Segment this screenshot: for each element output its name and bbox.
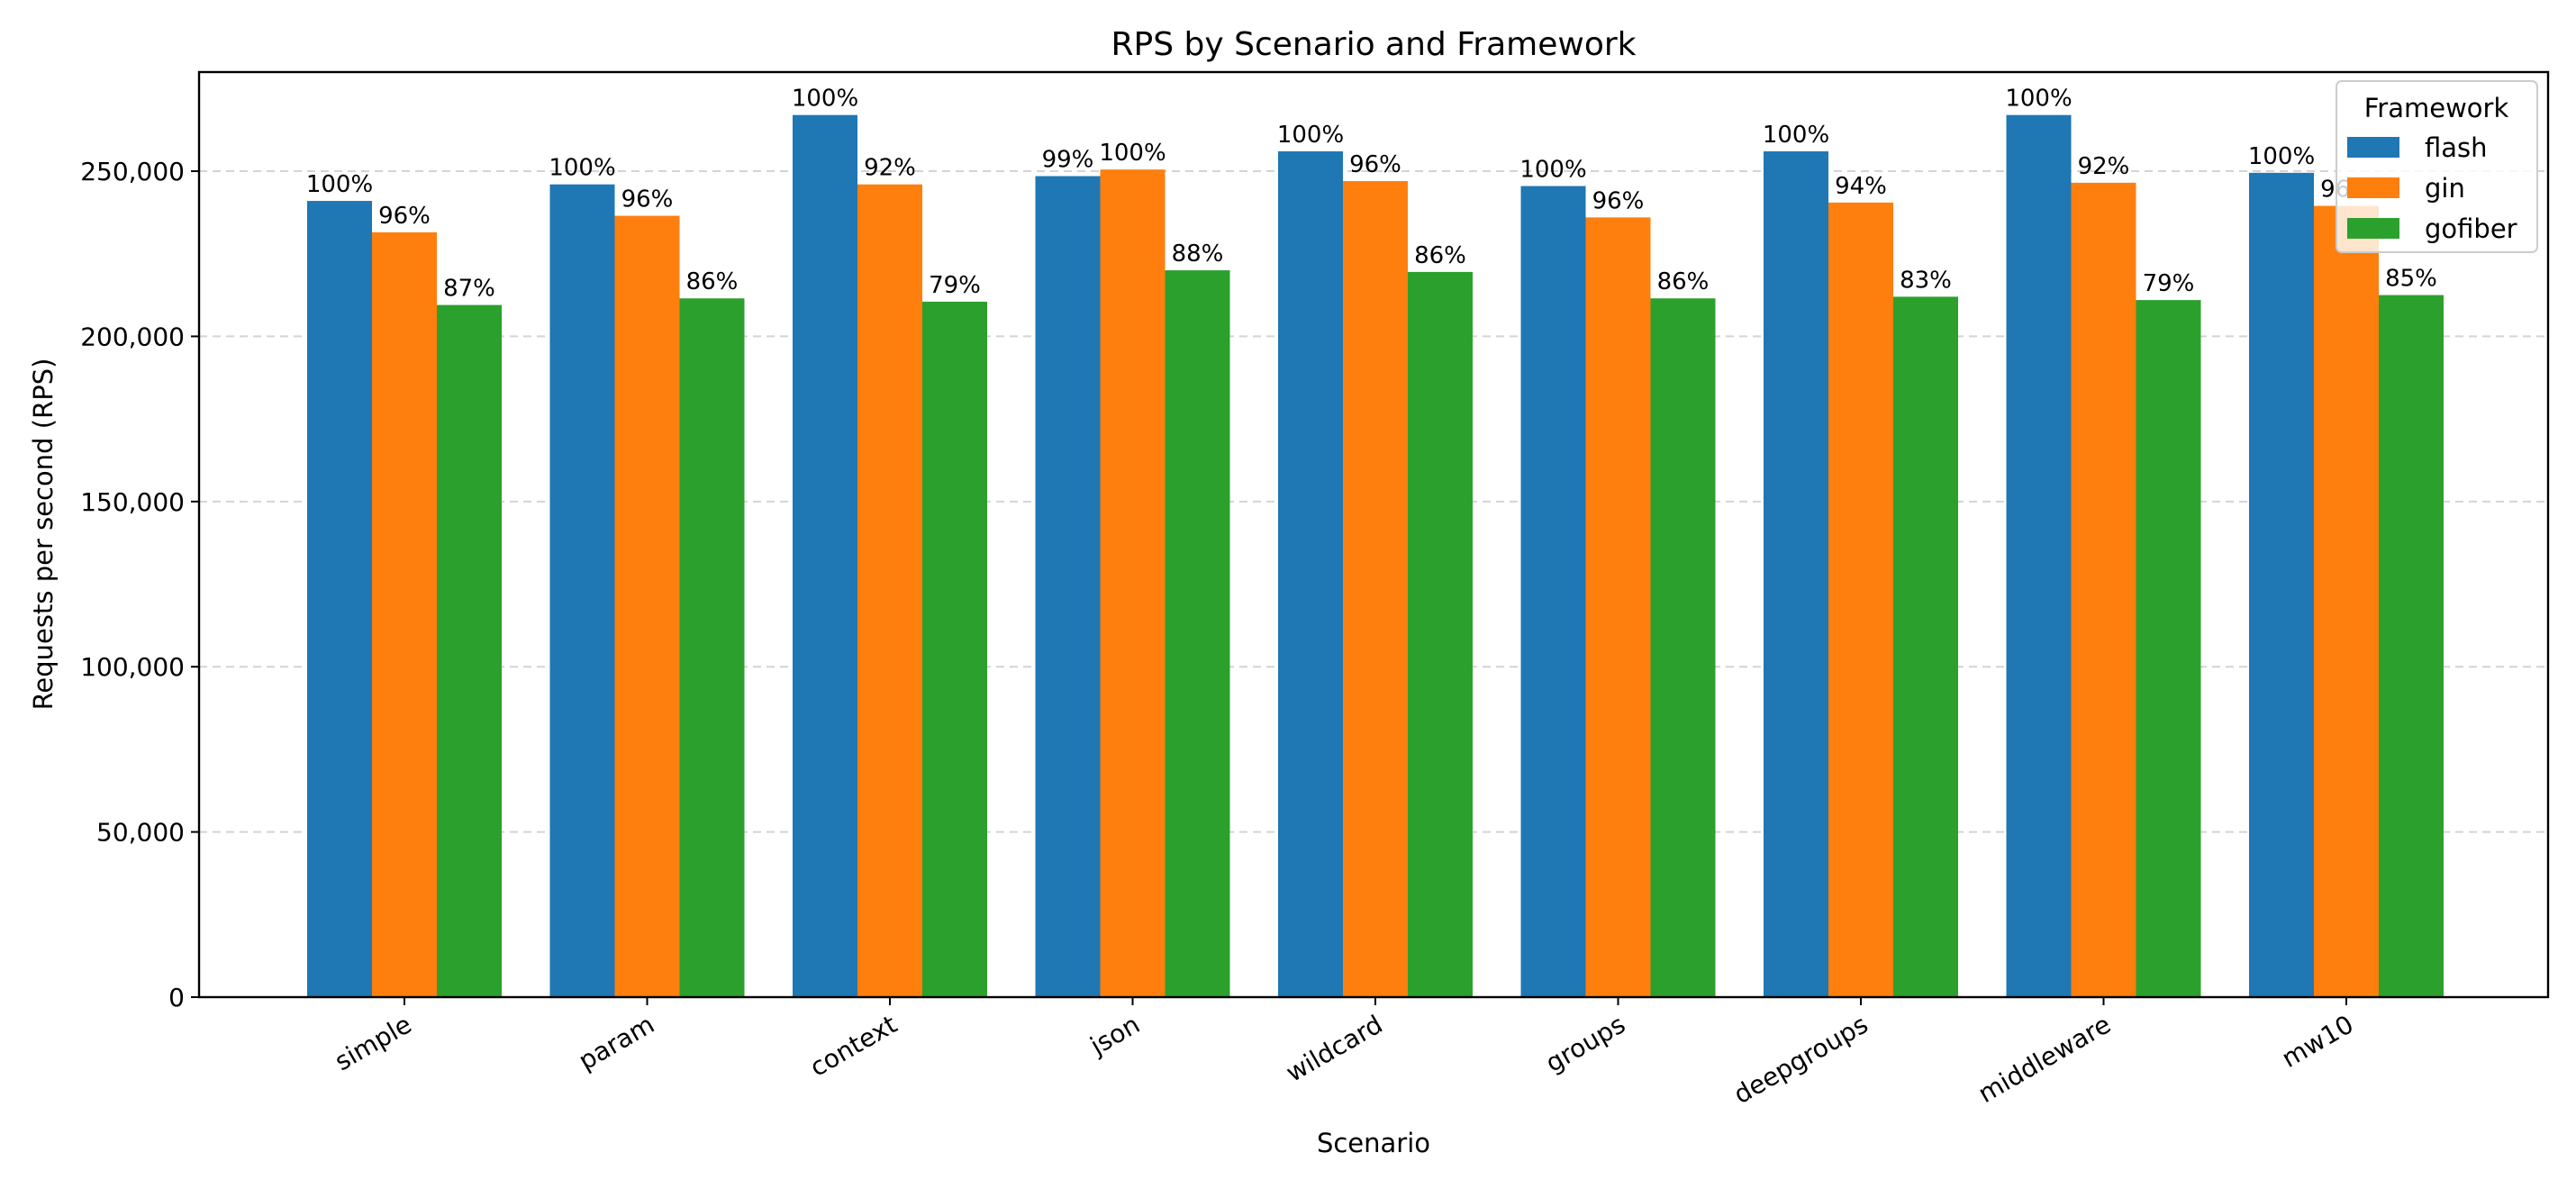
y-tick-label: 150,000 (80, 487, 185, 517)
data-label-gin-groups: 96% (1592, 187, 1645, 214)
y-tick-label: 100,000 (80, 652, 185, 682)
bar-gin-wildcard (1343, 181, 1408, 997)
legend-label-gofiber: gofiber (2425, 213, 2517, 244)
data-label-flash-wildcard: 100% (1277, 122, 1344, 149)
legend-label-gin: gin (2425, 173, 2465, 204)
data-label-flash-param: 100% (549, 155, 615, 182)
bar-gin-groups (1585, 217, 1651, 997)
data-label-flash-mw10: 100% (2248, 143, 2315, 170)
bar-gofiber-param (679, 298, 745, 998)
x-tick-label-mw10: mw10 (2277, 1009, 2359, 1073)
bar-flash-mw10 (2249, 172, 2314, 998)
bar-gin-simple (372, 231, 437, 997)
bar-gofiber-json (1165, 270, 1230, 998)
data-label-flash-groups: 100% (1519, 157, 1586, 184)
data-label-gofiber-groups: 86% (1657, 268, 1710, 295)
bar-gin-param (614, 215, 680, 998)
x-tick-label-json: json (1084, 1009, 1145, 1061)
x-tick-label-context: context (805, 1009, 903, 1082)
legend-swatch-gofiber (2347, 218, 2399, 239)
data-label-gofiber-middleware: 79% (2143, 270, 2195, 297)
bar-flash-deepgroups (1764, 151, 1828, 997)
x-tick-label-deepgroups: deepgroups (1728, 1009, 1873, 1110)
bar-flash-middleware (2006, 114, 2072, 998)
bar-gofiber-context (922, 301, 987, 997)
legend-swatch-flash (2347, 137, 2399, 158)
bar-gofiber-mw10 (2379, 295, 2444, 998)
y-tick-label: 0 (168, 983, 185, 1012)
y-axis-label: Requests per second (RPS) (28, 359, 59, 711)
data-labels: 100%96%87%100%96%86%100%92%79%99% 100%88%… (306, 86, 2437, 303)
legend-title: Framework (2364, 93, 2509, 123)
bar-flash-groups (1520, 186, 1586, 997)
bar-flash-json (1035, 176, 1101, 998)
y-axis: 0 50,000 100,000 150,000 200,000 250,000 (80, 157, 199, 1012)
bar-gofiber-groups (1650, 298, 1716, 998)
chart-title: RPS by Scenario and Framework (1111, 26, 1636, 63)
x-tick-label-param: param (574, 1009, 659, 1076)
data-label-gin-middleware: 92% (2078, 153, 2130, 180)
x-tick-label-simple: simple (330, 1009, 417, 1076)
y-tick-label: 250,000 (80, 157, 185, 186)
data-label-gofiber-mw10: 85% (2385, 266, 2437, 293)
legend-label-flash: flash (2425, 132, 2488, 163)
data-label-gofiber-deepgroups: 83% (1900, 267, 1952, 294)
data-label-gin-param: 96% (621, 186, 674, 213)
bar-flash-wildcard (1278, 151, 1343, 997)
x-tick-label-wildcard: wildcard (1281, 1009, 1387, 1087)
plot-frame (197, 70, 2550, 999)
data-label-flash-middleware: 100% (2005, 86, 2072, 113)
bar-gin-deepgroups (1828, 202, 1893, 997)
data-label-flash-deepgroups: 100% (1763, 122, 1829, 149)
legend-swatch-gin (2347, 177, 2399, 198)
bar-flash-param (549, 184, 615, 997)
bar-gin-middleware (2071, 182, 2136, 997)
x-tick-label-groups: groups (1540, 1009, 1630, 1078)
x-tick-label-middleware: middleware (1973, 1009, 2116, 1108)
bar-gin-context (857, 184, 922, 997)
legend: Framework flash gin gofiber (2336, 80, 2538, 253)
data-label-flash-simple: 100% (306, 171, 373, 198)
y-tick-label: 200,000 (80, 322, 185, 351)
bar-gofiber-wildcard (1408, 271, 1473, 997)
bars (307, 114, 2444, 998)
x-axis-label: Scenario (1317, 1128, 1430, 1158)
data-label-gofiber-simple: 87% (443, 276, 495, 303)
data-label-gin-deepgroups: 94% (1835, 173, 1887, 200)
data-label-gofiber-param: 86% (686, 268, 739, 295)
legend-box (2336, 80, 2538, 253)
bar-gofiber-middleware (2136, 300, 2201, 997)
bar-gofiber-simple (437, 304, 502, 997)
data-label-gin-json: 100% (1099, 140, 1166, 167)
bar-gin-mw10 (2314, 205, 2379, 997)
x-axis: simple param context json wildcard groups deep… (330, 997, 2359, 1110)
data-label-gofiber-wildcard: 86% (1414, 242, 1466, 269)
bar-gin-json (1100, 169, 1166, 997)
data-label-gofiber-context: 79% (929, 272, 981, 299)
data-label-gin-wildcard: 96% (1349, 151, 1401, 178)
data-label-flash-context: 100% (792, 86, 858, 113)
data-label-gin-simple: 96% (378, 203, 431, 230)
data-label-flash-json: 99% (1042, 147, 1094, 174)
bar-gofiber-deepgroups (1893, 296, 1958, 997)
bar-flash-context (793, 114, 857, 998)
data-label-gin-context: 92% (864, 155, 916, 182)
bar-flash-simple (307, 201, 372, 997)
data-label-gofiber-json: 88% (1172, 241, 1224, 268)
y-tick-label: 50,000 (96, 818, 185, 848)
